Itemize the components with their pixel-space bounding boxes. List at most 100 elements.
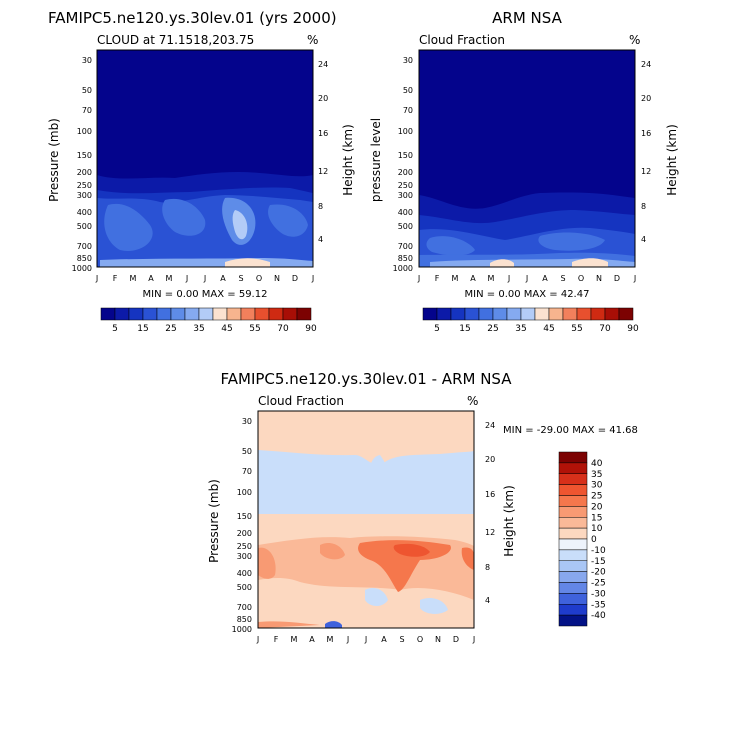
month-tick-label: M bbox=[166, 274, 173, 283]
panel-model-subtitle: CLOUD at 71.1518,203.75 bbox=[97, 33, 254, 47]
panel-model-title: FAMIPC5.ne120.ys.30lev.01 (yrs 2000) bbox=[48, 9, 337, 27]
p2-ylabel: pressure level bbox=[369, 118, 383, 202]
colorbar-swatch bbox=[464, 307, 480, 321]
colorbar-label: -40 bbox=[591, 611, 606, 621]
month-tick-label: J bbox=[185, 274, 188, 283]
p1-htick: 24 bbox=[318, 60, 328, 69]
p3-ytick: 500 bbox=[237, 583, 252, 592]
panel-diff-title: FAMIPC5.ne120.ys.30lev.01 - ARM NSA bbox=[221, 370, 513, 388]
colorbar-swatch bbox=[114, 307, 130, 321]
month-tick-label: J bbox=[633, 274, 636, 283]
month-tick-label: O bbox=[417, 635, 423, 644]
p1-ytick: 700 bbox=[77, 242, 92, 251]
colorbar-label: 55 bbox=[571, 324, 582, 334]
p2-ytick: 1000 bbox=[393, 264, 413, 273]
month-tick-label: J bbox=[507, 274, 510, 283]
p1-ytick: 150 bbox=[77, 151, 92, 160]
p2-ytick: 300 bbox=[398, 191, 413, 200]
colorbar-label: 10 bbox=[591, 524, 603, 534]
colorbar-label: -25 bbox=[591, 579, 606, 589]
p2-ytick: 150 bbox=[398, 151, 413, 160]
p1-ytick: 30 bbox=[82, 56, 92, 65]
p1-htick: 20 bbox=[318, 94, 328, 103]
colorbar-swatch bbox=[558, 538, 588, 551]
p1-htick: 16 bbox=[318, 129, 328, 138]
colorbar-swatch bbox=[618, 307, 634, 321]
month-tick-label: A bbox=[470, 274, 476, 283]
colorbar-swatch bbox=[558, 614, 588, 627]
colorbar-label: 30 bbox=[591, 481, 603, 491]
colorbar-label: 35 bbox=[591, 470, 602, 480]
colorbar-label: 35 bbox=[193, 324, 204, 334]
p2-ytick: 200 bbox=[398, 168, 413, 177]
colorbar-swatch bbox=[558, 571, 588, 583]
p1-ytick: 500 bbox=[77, 222, 92, 231]
colorbar-swatch bbox=[254, 307, 270, 321]
month-tick-label: J bbox=[95, 274, 98, 283]
panel-diff-subtitle: Cloud Fraction bbox=[258, 394, 344, 408]
colorbar-label: 45 bbox=[543, 324, 554, 334]
panel-model-units: % bbox=[307, 33, 318, 47]
colorbar-label: -35 bbox=[591, 600, 606, 610]
p3-htick: 24 bbox=[485, 421, 495, 430]
month-tick-label: J bbox=[256, 635, 259, 644]
p1-ytick: 100 bbox=[77, 127, 92, 136]
p3-htick: 4 bbox=[485, 596, 490, 605]
panel-obs-subtitle: Cloud Fraction bbox=[419, 33, 505, 47]
colorbar-swatch bbox=[100, 307, 116, 321]
colorbar-swatch bbox=[558, 484, 588, 496]
p3-ytick: 400 bbox=[237, 569, 252, 578]
colorbar-label: 70 bbox=[277, 324, 289, 334]
month-tick-label: A bbox=[309, 635, 315, 644]
month-tick-label: A bbox=[220, 274, 226, 283]
month-tick-label: J bbox=[472, 635, 475, 644]
panel-obs-units: % bbox=[629, 33, 640, 47]
colorbar-swatch bbox=[240, 307, 256, 321]
colorbar-swatch bbox=[436, 307, 452, 321]
p1-htick: 4 bbox=[318, 235, 323, 244]
month-tick-label: A bbox=[381, 635, 387, 644]
p1-ytick: 400 bbox=[77, 208, 92, 217]
colorbar-label: 25 bbox=[165, 324, 176, 334]
colorbar-swatch bbox=[558, 527, 588, 540]
month-tick-label: J bbox=[417, 274, 420, 283]
month-tick-label: N bbox=[596, 274, 602, 283]
p1-stats: MIN = 0.00 MAX = 59.12 bbox=[143, 289, 268, 300]
colorbar-label: 15 bbox=[137, 324, 148, 334]
p3-ytick: 150 bbox=[237, 512, 252, 521]
colorbar-swatch bbox=[506, 307, 522, 321]
p1-ylabel-right: Height (km) bbox=[341, 124, 355, 195]
p2-ytick: 50 bbox=[403, 86, 413, 95]
panel-model-field bbox=[96, 49, 314, 268]
p1-ytick: 70 bbox=[82, 106, 92, 115]
colorbar-swatch bbox=[604, 307, 620, 321]
colorbar-swatch bbox=[198, 307, 214, 321]
p2-htick: 8 bbox=[641, 202, 646, 211]
month-tick-label: J bbox=[364, 635, 367, 644]
colorbar-swatch bbox=[558, 582, 588, 594]
colorbar-swatch bbox=[558, 549, 588, 561]
colorbar-label: -20 bbox=[591, 568, 606, 578]
colorbar-swatch bbox=[128, 307, 144, 321]
p1-ytick: 850 bbox=[77, 254, 92, 263]
p3-ytick: 30 bbox=[242, 417, 252, 426]
month-tick-label: F bbox=[435, 274, 440, 283]
colorbar-label: 0 bbox=[591, 535, 597, 545]
colorbar-swatch bbox=[558, 517, 588, 529]
month-tick-label: O bbox=[578, 274, 584, 283]
colorbar-label: 15 bbox=[459, 324, 470, 334]
colorbar-swatch bbox=[562, 307, 578, 321]
p3-stats: MIN = -29.00 MAX = 41.68 bbox=[503, 425, 638, 436]
p3-ytick: 100 bbox=[237, 488, 252, 497]
month-tick-label: M bbox=[130, 274, 137, 283]
p3-htick: 12 bbox=[485, 528, 495, 537]
colorbar-label: -30 bbox=[591, 589, 606, 599]
panel-diff-units: % bbox=[467, 394, 478, 408]
colorbar-swatch bbox=[184, 307, 200, 321]
month-tick-label: J bbox=[525, 274, 528, 283]
p2-htick: 16 bbox=[641, 129, 651, 138]
colorbar-swatch bbox=[558, 473, 588, 485]
colorbar-label: 70 bbox=[599, 324, 611, 334]
p2-ytick: 70 bbox=[403, 106, 413, 115]
month-tick-label: D bbox=[614, 274, 620, 283]
